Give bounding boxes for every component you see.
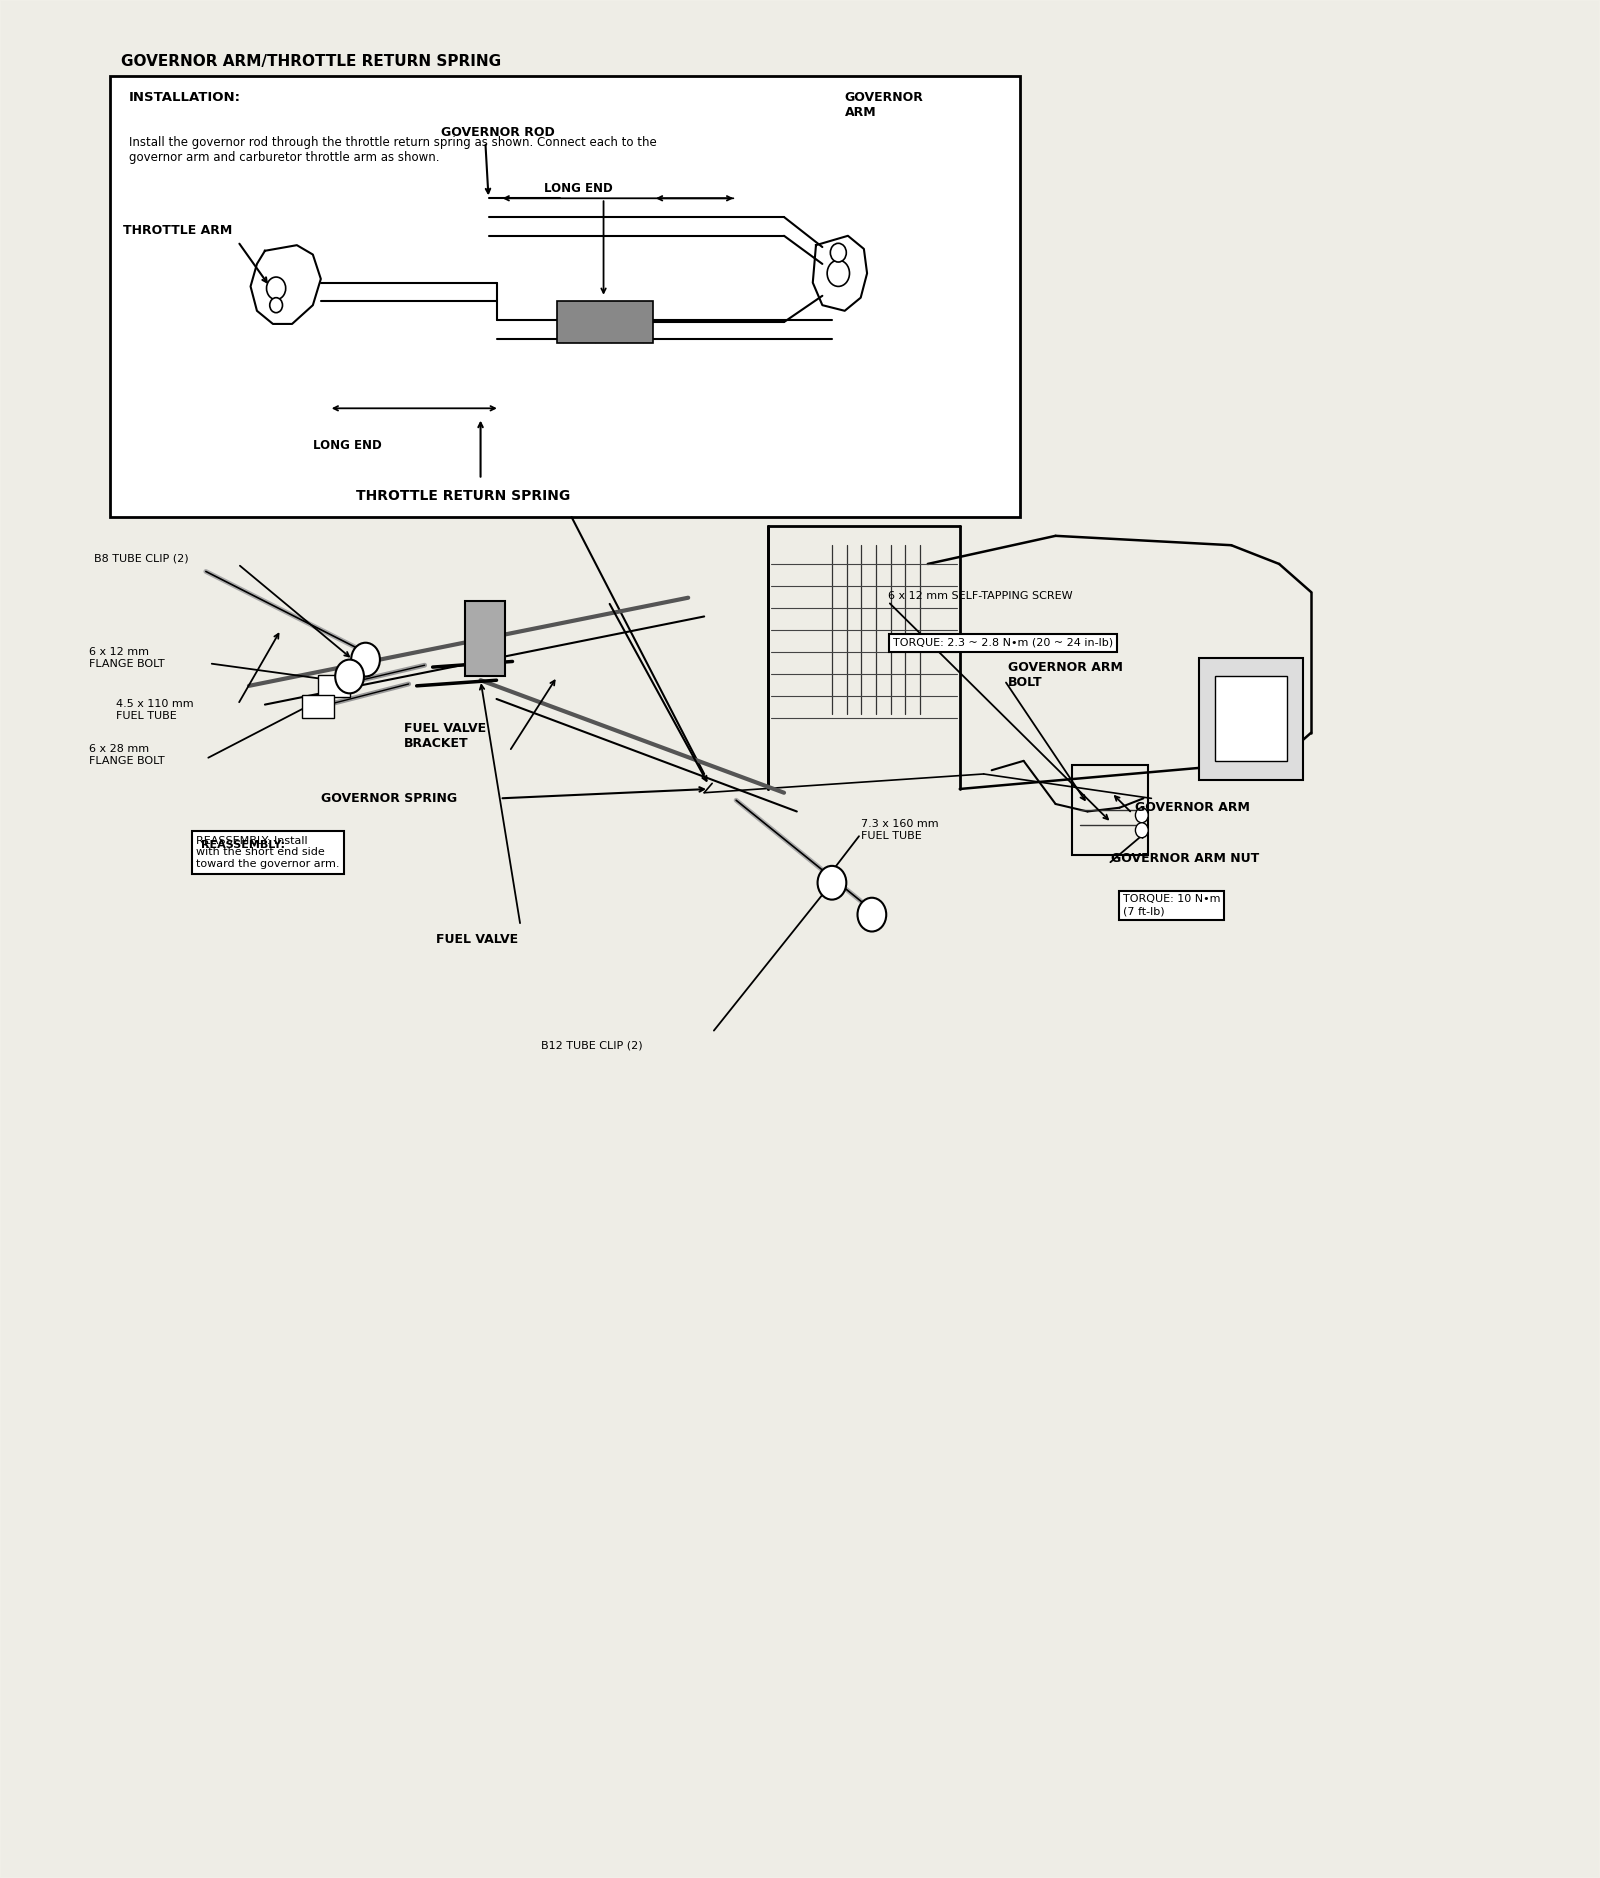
Text: 4.5 x 110 mm
FUEL TUBE: 4.5 x 110 mm FUEL TUBE xyxy=(117,699,194,721)
Circle shape xyxy=(1136,808,1149,823)
Text: B12 TUBE CLIP (2): B12 TUBE CLIP (2) xyxy=(541,1040,643,1052)
Text: LONG END: LONG END xyxy=(314,439,381,453)
Text: 6 x 28 mm
FLANGE BOLT: 6 x 28 mm FLANGE BOLT xyxy=(90,744,165,766)
Text: INSTALLATION:: INSTALLATION: xyxy=(130,92,242,105)
Text: 6 x 12 mm
FLANGE BOLT: 6 x 12 mm FLANGE BOLT xyxy=(90,646,165,669)
Text: GOVERNOR ARM/THROTTLE RETURN SPRING: GOVERNOR ARM/THROTTLE RETURN SPRING xyxy=(122,54,501,69)
Text: FUEL VALVE: FUEL VALVE xyxy=(435,933,518,945)
Circle shape xyxy=(336,659,363,693)
Bar xyxy=(464,601,504,676)
Text: GOVERNOR ROD: GOVERNOR ROD xyxy=(440,126,554,139)
Text: 6 x 12 mm SELF-TAPPING SCREW: 6 x 12 mm SELF-TAPPING SCREW xyxy=(888,592,1072,601)
Text: GOVERNOR ARM NUT: GOVERNOR ARM NUT xyxy=(1112,853,1259,866)
Circle shape xyxy=(827,261,850,287)
Text: GOVERNOR
ARM: GOVERNOR ARM xyxy=(845,90,923,118)
Text: FUEL VALVE
BRACKET: FUEL VALVE BRACKET xyxy=(403,723,486,751)
Bar xyxy=(1216,676,1286,761)
Text: GOVERNOR SPRING: GOVERNOR SPRING xyxy=(322,793,458,806)
Text: Install the governor rod through the throttle return spring as shown. Connect ea: Install the governor rod through the thr… xyxy=(130,137,658,165)
Bar xyxy=(557,302,653,342)
Circle shape xyxy=(350,642,379,676)
Text: B8 TUBE CLIP (2): B8 TUBE CLIP (2) xyxy=(94,554,189,563)
Text: GOVERNOR ARM: GOVERNOR ARM xyxy=(1136,802,1250,815)
Circle shape xyxy=(267,278,286,300)
Text: TORQUE: 10 N•m
(7 ft-lb): TORQUE: 10 N•m (7 ft-lb) xyxy=(1123,894,1221,916)
Circle shape xyxy=(270,299,283,312)
Bar xyxy=(318,674,349,697)
Circle shape xyxy=(1136,823,1149,838)
Text: REASSEMBLY:: REASSEMBLY: xyxy=(202,839,285,849)
Text: 7.3 x 160 mm
FUEL TUBE: 7.3 x 160 mm FUEL TUBE xyxy=(861,819,938,841)
Circle shape xyxy=(830,244,846,263)
Bar xyxy=(1072,764,1149,854)
Bar xyxy=(302,695,334,717)
Bar xyxy=(110,77,1021,516)
Text: THROTTLE RETURN SPRING: THROTTLE RETURN SPRING xyxy=(355,490,570,503)
Circle shape xyxy=(858,898,886,931)
Text: REASSEMBLY: Install
with the short end side
toward the governor arm.: REASSEMBLY: Install with the short end s… xyxy=(197,836,339,870)
Circle shape xyxy=(818,866,846,900)
Text: THROTTLE ARM: THROTTLE ARM xyxy=(123,223,232,237)
Text: LONG END: LONG END xyxy=(544,182,613,195)
Text: GOVERNOR ARM
BOLT: GOVERNOR ARM BOLT xyxy=(1008,661,1123,689)
Bar xyxy=(1200,657,1302,779)
Text: TORQUE: 2.3 ~ 2.8 N•m (20 ~ 24 in-lb): TORQUE: 2.3 ~ 2.8 N•m (20 ~ 24 in-lb) xyxy=(893,639,1112,648)
